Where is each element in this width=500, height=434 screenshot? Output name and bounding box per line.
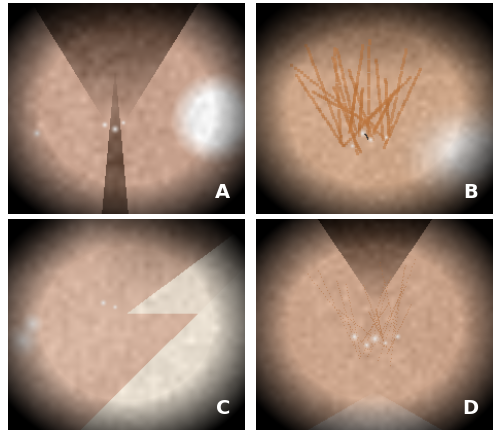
Text: B: B — [463, 183, 478, 202]
Text: A: A — [215, 183, 230, 202]
Text: C: C — [216, 398, 230, 417]
Text: D: D — [462, 398, 478, 417]
